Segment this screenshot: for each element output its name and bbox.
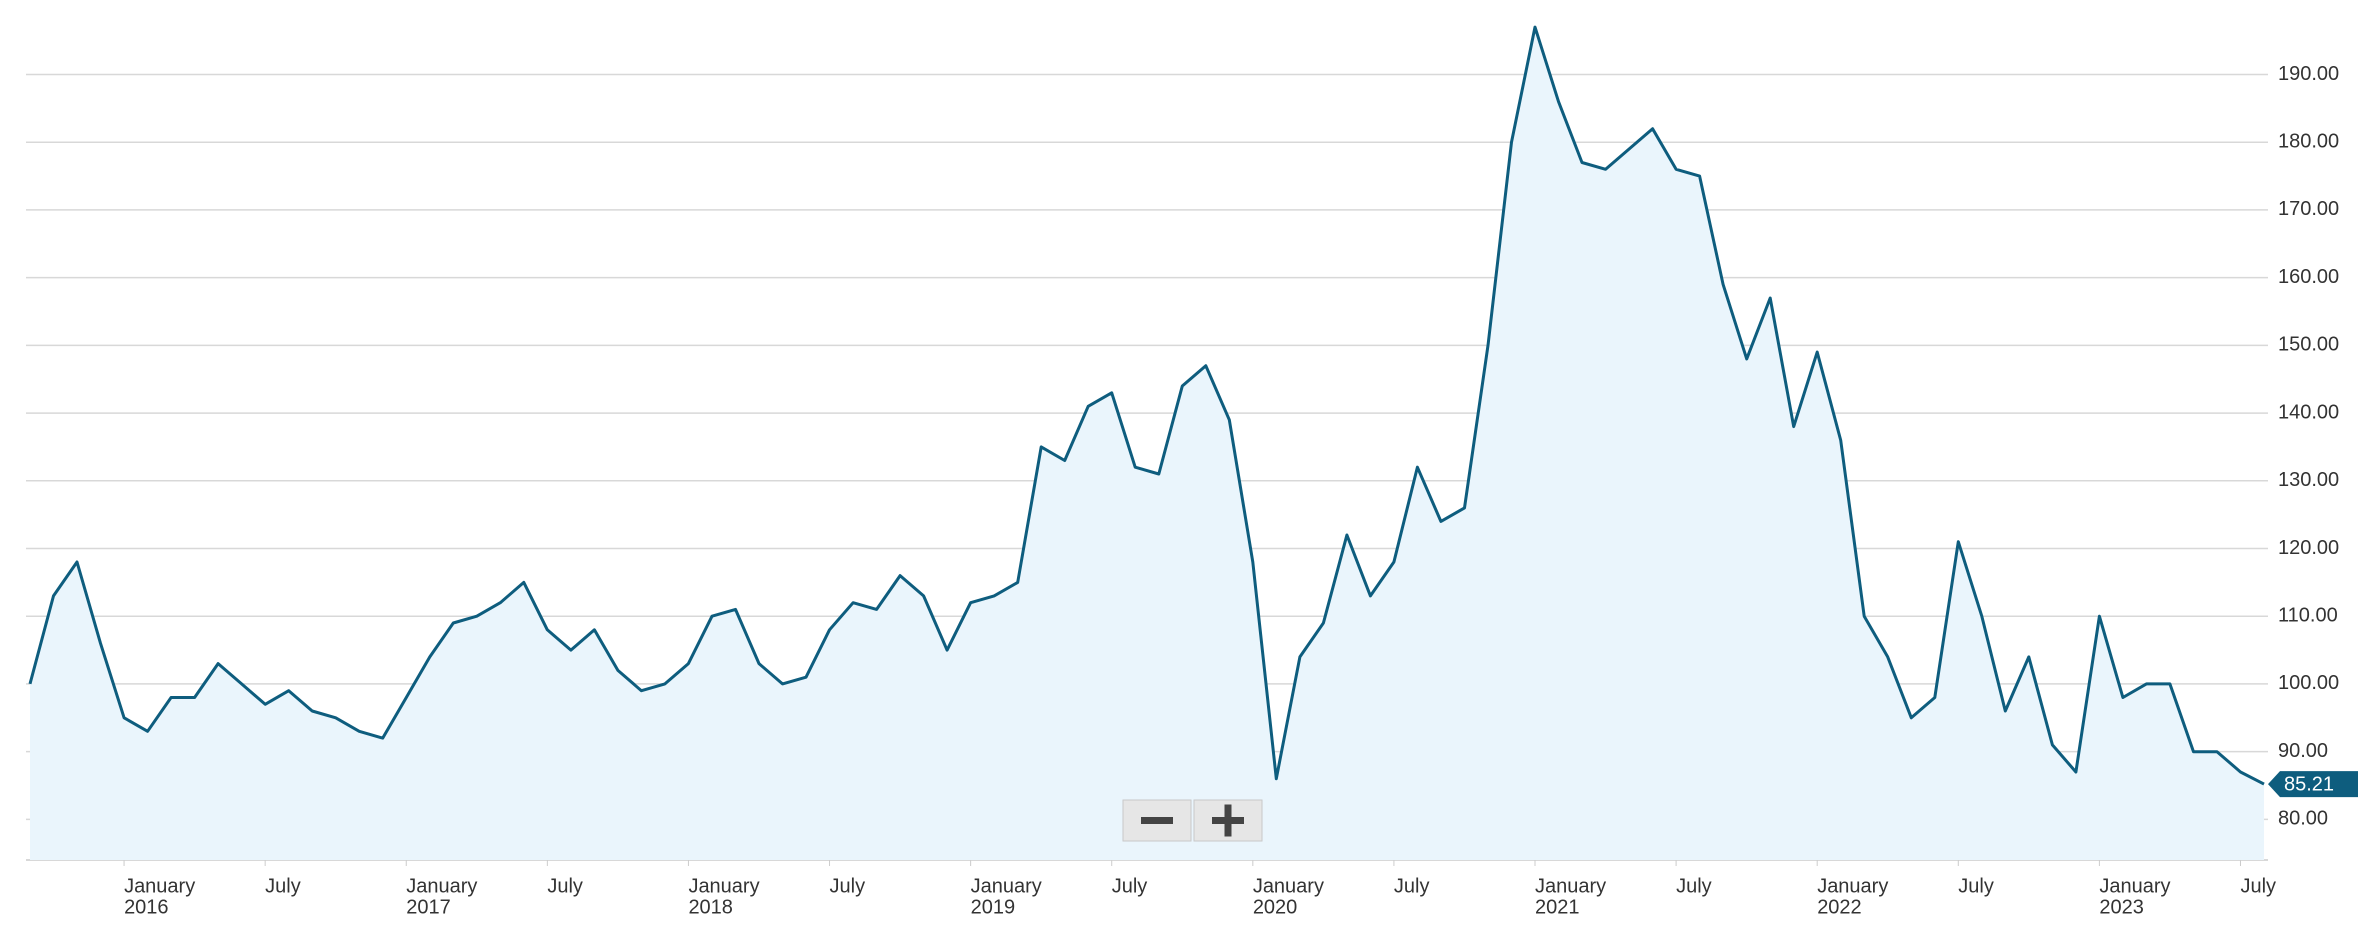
price-line bbox=[28, 25, 2265, 786]
x-tick-label: January bbox=[688, 875, 759, 897]
x-tick-label: 2023 bbox=[2099, 896, 2144, 918]
x-tick-label: July bbox=[2240, 875, 2276, 897]
x-tick-label: July bbox=[1958, 875, 1994, 897]
x-tick-label: 2016 bbox=[124, 896, 169, 918]
current-value-label: 85.21 bbox=[2284, 773, 2334, 795]
y-tick-label: 100.00 bbox=[2278, 672, 2339, 694]
x-tick-label: July bbox=[265, 875, 301, 897]
x-tick-label: 2021 bbox=[1535, 896, 1580, 918]
y-tick-label: 160.00 bbox=[2278, 266, 2339, 288]
x-tick-label: July bbox=[1394, 875, 1430, 897]
x-tick-label: January bbox=[2099, 875, 2170, 897]
current-value-flag bbox=[2268, 771, 2358, 798]
x-tick-label: July bbox=[1676, 875, 1712, 897]
x-tick-label: 2017 bbox=[406, 896, 451, 918]
x-tick-label: 2020 bbox=[1253, 896, 1298, 918]
y-tick-label: 180.00 bbox=[2278, 130, 2339, 152]
minus-icon bbox=[1141, 817, 1173, 824]
x-tick-label: 2022 bbox=[1817, 896, 1862, 918]
x-tick-label: January bbox=[124, 875, 195, 897]
x-tick-label: January bbox=[971, 875, 1042, 897]
y-tick-label: 90.00 bbox=[2278, 740, 2328, 762]
x-tick-label: January bbox=[1253, 875, 1324, 897]
y-tick-label: 110.00 bbox=[2278, 605, 2338, 627]
x-tick-label: July bbox=[1112, 875, 1148, 897]
x-tick-label: July bbox=[830, 875, 866, 897]
y-tick-label: 170.00 bbox=[2278, 198, 2339, 220]
zoom-controls bbox=[1122, 799, 1263, 842]
area-fill bbox=[30, 27, 2264, 861]
x-tick-label: January bbox=[406, 875, 477, 897]
y-tick-label: 80.00 bbox=[2278, 808, 2328, 830]
x-tick-label: January bbox=[1535, 875, 1606, 897]
x-tick-label: January bbox=[1817, 875, 1888, 897]
plus-icon bbox=[1224, 804, 1232, 837]
x-tick-label: 2019 bbox=[971, 896, 1016, 918]
y-tick-label: 190.00 bbox=[2278, 63, 2339, 85]
y-tick-label: 130.00 bbox=[2278, 469, 2339, 491]
y-tick-label: 140.00 bbox=[2278, 401, 2339, 423]
x-tick-label: 2018 bbox=[688, 896, 733, 918]
x-tick-label: July bbox=[547, 875, 583, 897]
y-tick-label: 150.00 bbox=[2278, 334, 2339, 356]
y-tick-label: 120.00 bbox=[2278, 537, 2339, 559]
